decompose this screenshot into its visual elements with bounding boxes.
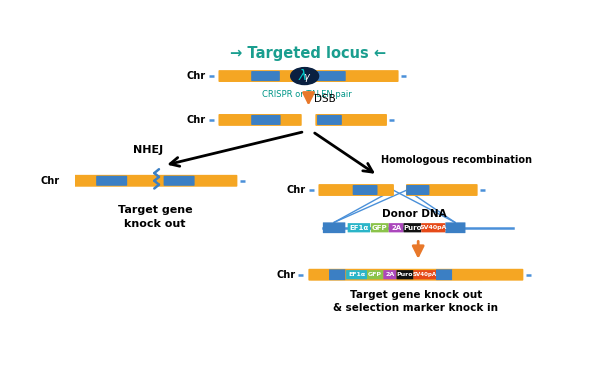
Text: Puro: Puro <box>397 272 413 277</box>
FancyBboxPatch shape <box>414 270 436 279</box>
Text: 2A: 2A <box>385 272 394 277</box>
Text: → Targeted locus ←: → Targeted locus ← <box>231 46 386 61</box>
FancyBboxPatch shape <box>397 270 414 279</box>
FancyBboxPatch shape <box>452 269 483 280</box>
Text: Chr: Chr <box>40 176 60 186</box>
Text: 2A: 2A <box>391 225 401 231</box>
Text: SV40pA: SV40pA <box>413 272 437 277</box>
FancyBboxPatch shape <box>308 269 523 281</box>
Text: Chr: Chr <box>276 270 296 280</box>
Text: SV40pA: SV40pA <box>420 225 447 230</box>
FancyBboxPatch shape <box>73 175 237 187</box>
FancyBboxPatch shape <box>329 269 346 280</box>
Text: Target gene knock out
& selection marker knock in: Target gene knock out & selection marker… <box>334 290 498 313</box>
Text: GFP: GFP <box>368 272 382 277</box>
FancyBboxPatch shape <box>348 223 370 232</box>
FancyBboxPatch shape <box>445 222 465 233</box>
Text: DSB: DSB <box>314 94 336 104</box>
Text: Chr: Chr <box>287 185 305 195</box>
FancyBboxPatch shape <box>317 115 342 125</box>
FancyBboxPatch shape <box>406 184 477 196</box>
Text: $\gamma$: $\gamma$ <box>303 72 311 83</box>
FancyBboxPatch shape <box>421 223 445 232</box>
FancyBboxPatch shape <box>371 223 389 232</box>
FancyBboxPatch shape <box>251 115 281 125</box>
Text: GFP: GFP <box>372 225 388 231</box>
FancyBboxPatch shape <box>406 185 429 195</box>
Text: $\lambda$: $\lambda$ <box>299 68 308 83</box>
FancyBboxPatch shape <box>318 184 394 196</box>
FancyBboxPatch shape <box>96 176 127 186</box>
Text: CRISPR or TALEN pair: CRISPR or TALEN pair <box>262 90 352 99</box>
Text: Donor DNA: Donor DNA <box>382 209 447 218</box>
FancyBboxPatch shape <box>403 223 421 232</box>
FancyBboxPatch shape <box>346 270 367 279</box>
FancyBboxPatch shape <box>315 114 387 126</box>
Text: NHEJ: NHEJ <box>132 145 163 155</box>
Text: Puro: Puro <box>403 225 421 231</box>
Text: Chr: Chr <box>187 115 205 125</box>
Text: Homologous recombination: Homologous recombination <box>382 155 532 165</box>
FancyBboxPatch shape <box>383 270 397 279</box>
Ellipse shape <box>291 67 318 85</box>
FancyBboxPatch shape <box>164 176 194 186</box>
FancyBboxPatch shape <box>219 70 399 82</box>
FancyBboxPatch shape <box>353 185 377 195</box>
FancyBboxPatch shape <box>311 269 328 280</box>
FancyBboxPatch shape <box>219 114 302 126</box>
FancyBboxPatch shape <box>323 222 346 233</box>
FancyBboxPatch shape <box>317 71 346 81</box>
FancyBboxPatch shape <box>436 269 452 280</box>
Text: EF1α: EF1α <box>348 272 365 277</box>
FancyBboxPatch shape <box>367 270 383 279</box>
Text: Target gene
knock out: Target gene knock out <box>118 206 193 229</box>
FancyBboxPatch shape <box>389 223 403 232</box>
FancyBboxPatch shape <box>251 71 280 81</box>
Text: Chr: Chr <box>187 71 205 81</box>
Text: EF1α: EF1α <box>349 225 368 231</box>
